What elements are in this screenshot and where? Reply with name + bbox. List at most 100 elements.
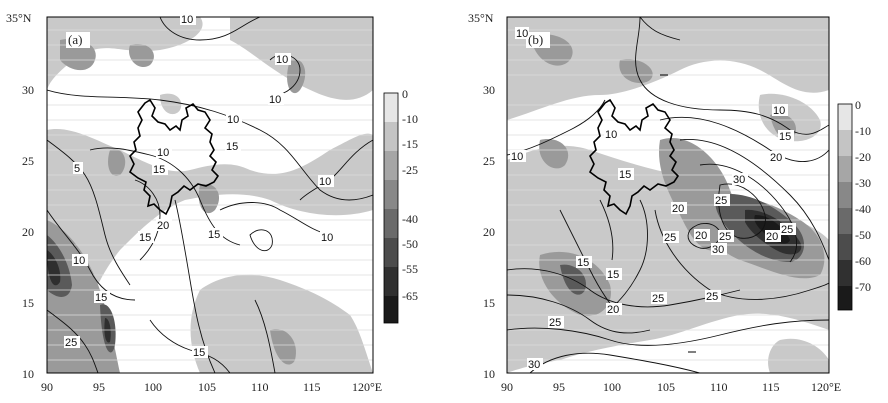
lat-tick: 20 bbox=[22, 225, 34, 239]
panel-a-contour-labels: 10 10 10 10 15 10 15 15 20 15 10 10 10 1… bbox=[64, 13, 336, 359]
contour-label: 20 bbox=[672, 203, 684, 215]
lat-tick: 10 bbox=[483, 367, 495, 381]
contour-label: 25 bbox=[65, 337, 77, 349]
lon-tick: 110 bbox=[710, 380, 728, 394]
colorbar-tick: 0 bbox=[855, 98, 861, 112]
lat-tick: 30 bbox=[483, 83, 495, 97]
contour-label: 15 bbox=[153, 164, 165, 176]
contour-label: 20 bbox=[766, 231, 778, 243]
lat-tick: 30 bbox=[22, 83, 34, 97]
contour-label: 20 bbox=[157, 220, 169, 232]
panel-b-lat-axis: 35°N 30 25 20 15 10 bbox=[468, 11, 495, 381]
panel-a-frame bbox=[46, 16, 374, 374]
colorbar-tick: -20 bbox=[855, 150, 871, 164]
contour-label: 30 bbox=[733, 174, 745, 186]
contour-label: 15 bbox=[208, 229, 220, 241]
contour-label: 15 bbox=[95, 292, 107, 304]
contour-label: 10 bbox=[773, 105, 785, 117]
panel-b: (b) 10 10 15 10 15 20 30 25 20 25 20 25 … bbox=[468, 11, 871, 394]
contour-label: 25 bbox=[781, 224, 793, 236]
panel-b-province-outline bbox=[588, 98, 680, 216]
lon-tick: 100 bbox=[144, 380, 162, 394]
contour-label: 20 bbox=[607, 304, 619, 316]
panel-a-colorbar: 0 -10 -15 -25 -40 -50 -55 -65 bbox=[383, 87, 418, 324]
colorbar-tick: -40 bbox=[855, 202, 871, 216]
panel-b-lon-axis: 90 95 100 105 110 115 120°E bbox=[501, 380, 841, 394]
lon-tick: 90 bbox=[41, 380, 53, 394]
contour-label: 20 bbox=[695, 230, 707, 242]
lon-tick: 115 bbox=[762, 380, 780, 394]
colorbar-tick: -65 bbox=[402, 289, 418, 303]
contour-label: 10 bbox=[157, 147, 169, 159]
colorbar-tick: -10 bbox=[402, 112, 418, 126]
lat-tick: 35°N bbox=[6, 11, 32, 25]
lat-tick: 20 bbox=[483, 225, 495, 239]
contour-label: 10 bbox=[511, 151, 523, 163]
lon-tick: 105 bbox=[198, 380, 216, 394]
panel-b-frame bbox=[506, 16, 830, 374]
colorbar-tick: -60 bbox=[855, 254, 871, 268]
lon-tick: 120°E bbox=[811, 380, 841, 394]
colorbar-tick: -30 bbox=[855, 176, 871, 190]
colorbar-tick: -40 bbox=[402, 212, 418, 226]
colorbar-tick: -25 bbox=[402, 163, 418, 177]
panel-a-lat-axis: 35°N 30 25 20 15 10 bbox=[6, 11, 34, 381]
contour-label: 10 bbox=[319, 176, 331, 188]
panel-b-tag-bg bbox=[526, 32, 550, 48]
contour-label: 10 bbox=[321, 232, 333, 244]
contour-label: 10 bbox=[181, 14, 193, 26]
contour-label: 25 bbox=[719, 231, 731, 243]
contour-label: 25 bbox=[652, 293, 664, 305]
contour-label: 5 bbox=[74, 163, 80, 175]
contour-label: 15 bbox=[226, 141, 238, 153]
contour-label: 30 bbox=[712, 244, 724, 256]
panel-a-tag-bg bbox=[66, 32, 90, 48]
lon-tick: 95 bbox=[553, 380, 565, 394]
lat-tick: 25 bbox=[22, 154, 34, 168]
colorbar-tick: -70 bbox=[855, 280, 871, 294]
lat-tick: 15 bbox=[483, 296, 495, 310]
lat-tick: 35°N bbox=[468, 11, 494, 25]
contour-label: 15 bbox=[139, 232, 151, 244]
contour-label: 25 bbox=[549, 317, 561, 329]
lat-tick: 10 bbox=[22, 367, 34, 381]
contour-label: 15 bbox=[193, 347, 205, 359]
colorbar-tick: -50 bbox=[855, 228, 871, 242]
lon-tick: 100 bbox=[603, 380, 621, 394]
contour-label: 15 bbox=[619, 169, 631, 181]
contour-label: 25 bbox=[664, 232, 676, 244]
lon-tick: 120°E bbox=[352, 380, 382, 394]
panel-a-province-outline bbox=[128, 98, 220, 216]
colorbar-tick: -50 bbox=[402, 237, 418, 251]
contour-label: 10 bbox=[73, 255, 85, 267]
lat-tick: 25 bbox=[483, 154, 495, 168]
contour-label: 30 bbox=[528, 359, 540, 371]
panel-b-colorbar: 0 -10 -20 -30 -40 -50 -60 -70 bbox=[837, 98, 871, 311]
panel-b-tag: (b) bbox=[528, 32, 543, 47]
colorbar-tick: -55 bbox=[402, 262, 418, 276]
lat-tick: 15 bbox=[22, 296, 34, 310]
contour-label: 10 bbox=[227, 114, 239, 126]
lon-tick: 115 bbox=[303, 380, 321, 394]
contour-label: 15 bbox=[779, 131, 791, 143]
contour-label: 15 bbox=[607, 269, 619, 281]
colorbar-tick: -15 bbox=[402, 137, 418, 151]
contour-label: 10 bbox=[269, 94, 281, 106]
contour-label: 10 bbox=[516, 28, 528, 40]
panel-a-tag: (a) bbox=[68, 32, 82, 47]
panel-a-contours bbox=[47, 17, 373, 373]
contour-label: 25 bbox=[706, 291, 718, 303]
colorbar-tick: -10 bbox=[855, 124, 871, 138]
panel-b-contour-labels: 10 10 15 10 15 20 30 25 20 25 20 25 30 2… bbox=[510, 27, 796, 371]
lon-tick: 110 bbox=[251, 380, 269, 394]
panel-a: (a) 10 10 10 10 15 10 15 15 20 15 10 10 … bbox=[6, 11, 418, 394]
lon-tick: 90 bbox=[501, 380, 513, 394]
panel-a-shading bbox=[47, 17, 373, 373]
contour-label: 20 bbox=[770, 152, 782, 164]
contour-label: 15 bbox=[577, 257, 589, 269]
panel-a-lon-axis: 90 95 100 105 110 115 120°E bbox=[41, 380, 382, 394]
contour-label: 10 bbox=[276, 54, 288, 66]
colorbar-tick: 0 bbox=[402, 87, 408, 101]
contour-label: 10 bbox=[605, 129, 617, 141]
